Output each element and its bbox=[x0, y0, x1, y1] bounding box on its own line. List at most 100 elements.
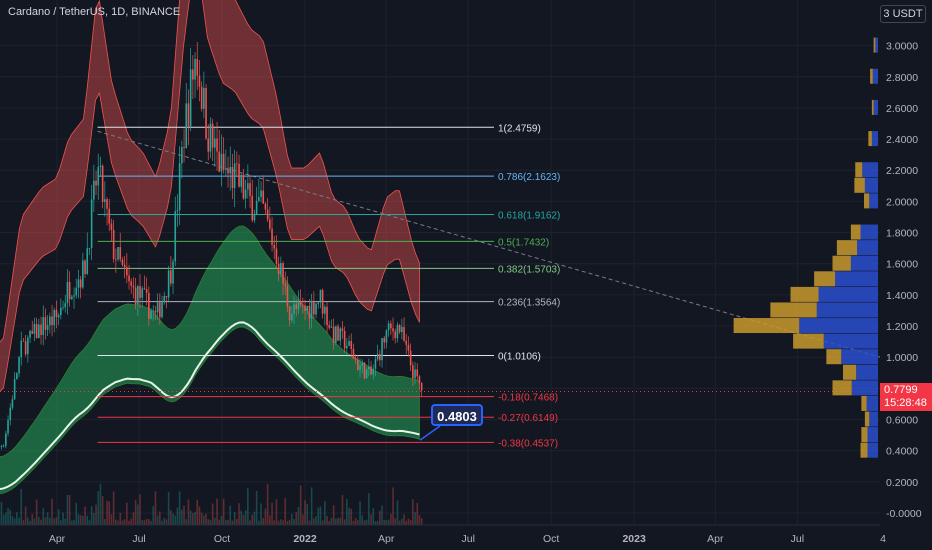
candle-body bbox=[187, 103, 190, 127]
candle-body bbox=[121, 259, 124, 265]
candle-body bbox=[372, 368, 375, 375]
volume-bar bbox=[20, 488, 23, 525]
fib-level-label: 0.382(1.5703) bbox=[498, 264, 560, 275]
candle-body bbox=[280, 263, 282, 274]
fib-level-label: -0.27(0.6149) bbox=[498, 413, 558, 424]
candle-body bbox=[178, 163, 181, 211]
candle-body bbox=[244, 189, 247, 199]
candle-body bbox=[18, 357, 20, 374]
currency-scale-label: 3 bbox=[883, 8, 893, 20]
volume-bar bbox=[341, 495, 344, 525]
candle-body bbox=[365, 369, 368, 379]
volume-bar bbox=[46, 512, 49, 525]
volume-bar bbox=[297, 507, 300, 525]
volume-bar bbox=[119, 512, 122, 525]
volume-bar bbox=[352, 520, 355, 525]
volume-bar bbox=[346, 498, 348, 525]
volume-bar bbox=[101, 495, 104, 525]
candle-body bbox=[183, 147, 185, 148]
volume-bar bbox=[64, 518, 67, 525]
volume-bar bbox=[242, 514, 245, 525]
volume-bar bbox=[207, 519, 210, 525]
volume-bar bbox=[106, 500, 108, 525]
candle-body bbox=[66, 281, 69, 304]
volume-bar bbox=[55, 517, 58, 525]
volume-bar bbox=[308, 520, 311, 525]
candle-body bbox=[5, 433, 7, 446]
candle-body bbox=[275, 248, 278, 264]
volume-bar bbox=[79, 515, 82, 525]
volume-bars bbox=[0, 483, 423, 525]
candle-body bbox=[253, 214, 256, 221]
candle-body bbox=[315, 303, 317, 315]
candle-body bbox=[22, 340, 25, 342]
volume-bar bbox=[22, 520, 25, 525]
volume-bar bbox=[196, 499, 199, 525]
volume-bar bbox=[141, 520, 144, 525]
volume-bar bbox=[264, 508, 267, 525]
volume-bar bbox=[95, 504, 97, 525]
volume-bar bbox=[205, 513, 207, 525]
candle-body bbox=[401, 327, 403, 333]
volume-profile-up bbox=[860, 224, 878, 240]
volume-bar bbox=[302, 514, 304, 525]
volume-bar bbox=[27, 517, 29, 525]
candle-body bbox=[346, 345, 348, 349]
volume-profile-up bbox=[823, 333, 878, 349]
time-axis[interactable]: Apr Jul Oct 2022 Apr Jul Oct 2023 Apr Jul 4 bbox=[0, 524, 886, 545]
volume-bar bbox=[40, 519, 42, 525]
candle-body bbox=[117, 247, 119, 260]
volume-bar bbox=[189, 510, 192, 525]
candle-body bbox=[159, 302, 161, 318]
volume-bar bbox=[282, 520, 284, 525]
price-tick-label: 0.4000 bbox=[886, 446, 918, 458]
volume-bar bbox=[181, 509, 183, 525]
price-callout[interactable]: 0.4803 bbox=[431, 404, 483, 426]
currency-button[interactable]: 3 USDT bbox=[880, 5, 926, 23]
candle-body bbox=[357, 359, 359, 370]
volume-bar bbox=[11, 515, 14, 525]
volume-profile-down bbox=[850, 224, 861, 240]
volume-bar bbox=[240, 510, 243, 525]
volume-profile-down bbox=[870, 68, 873, 84]
fib-level-label: 0.5(1.7432) bbox=[498, 237, 549, 248]
callout-pointer bbox=[419, 425, 441, 441]
volume-bar bbox=[209, 520, 212, 525]
price-axis[interactable]: 3.0000 2.8000 2.6000 2.4000 2.2000 2.0000 1.80… bbox=[880, 0, 932, 550]
volume-profile-down bbox=[861, 395, 867, 411]
candle-body bbox=[231, 166, 234, 189]
volume-bar bbox=[321, 520, 324, 525]
price-tick-label: 1.2000 bbox=[886, 321, 918, 333]
volume-bar bbox=[154, 491, 157, 525]
volume-bar bbox=[405, 520, 408, 525]
candle-body bbox=[220, 153, 223, 172]
volume-bar bbox=[337, 517, 339, 525]
volume-bar bbox=[317, 507, 320, 525]
candle-body bbox=[277, 263, 280, 274]
candle-body bbox=[9, 407, 12, 421]
volume-profile-down bbox=[861, 427, 868, 443]
candle-body bbox=[71, 296, 73, 300]
volume-bar bbox=[394, 518, 397, 525]
volume-bar bbox=[326, 516, 328, 525]
candle-body bbox=[383, 338, 386, 343]
volume-bar bbox=[128, 520, 130, 525]
candle-body bbox=[385, 330, 388, 343]
candle-body bbox=[390, 323, 392, 329]
candle-body bbox=[51, 316, 53, 326]
volume-bar bbox=[44, 517, 47, 525]
volume-bar bbox=[150, 520, 152, 525]
candle-body bbox=[249, 183, 251, 196]
volume-bar bbox=[88, 520, 91, 525]
candle-body bbox=[233, 163, 236, 189]
volume-bar bbox=[238, 503, 240, 525]
candle-body bbox=[126, 267, 128, 276]
candle-body bbox=[370, 366, 372, 375]
candle-body bbox=[35, 324, 38, 339]
price-tick-label: 3.0000 bbox=[886, 41, 918, 53]
volume-bar bbox=[71, 520, 73, 525]
price-tick-label: 0.2000 bbox=[886, 477, 918, 489]
candle-body bbox=[62, 307, 64, 309]
volume-bar bbox=[253, 511, 256, 525]
